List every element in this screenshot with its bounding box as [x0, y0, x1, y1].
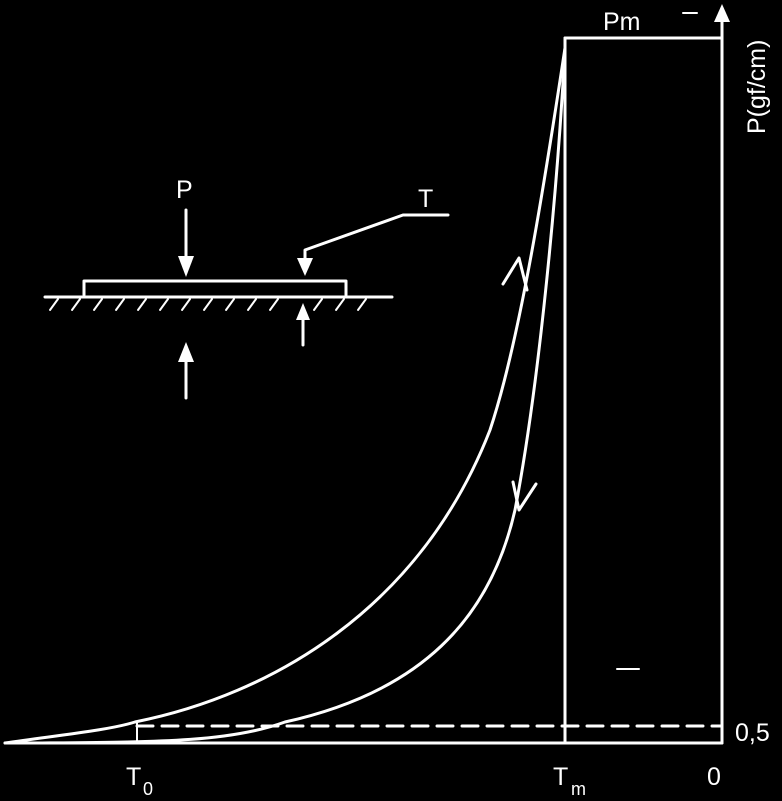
t0-label: T — [126, 763, 141, 791]
inset-tension-arrowhead-down — [297, 258, 313, 276]
tm-subscript: m — [571, 779, 586, 799]
inset-plate — [82, 279, 348, 297]
y-tick-label-05: 0,5 — [735, 719, 770, 747]
inset-force-arrowhead-down — [178, 256, 194, 277]
inset-tension-leader — [303, 213, 450, 264]
inset-force-label: P — [176, 176, 193, 204]
t0-subscript: 0 — [143, 779, 153, 799]
inset-hatching — [49, 298, 367, 311]
peak-label: Pm — [603, 8, 641, 36]
inset-tension-label: T — [418, 185, 433, 213]
loading-arrow-icon — [501, 256, 529, 292]
y-axis-label: P(gf/cm) — [743, 40, 771, 134]
inset-edge-arrowhead-up — [296, 303, 310, 320]
inset-reaction-arrowhead-up — [178, 342, 194, 362]
y-axis-arrowhead — [714, 4, 730, 22]
unloading-arrow-icon — [511, 480, 538, 512]
tm-label: T — [553, 763, 568, 791]
x-zero-label: 0 — [707, 763, 721, 791]
loading-curve — [3, 46, 567, 745]
unloading-curve — [38, 46, 567, 745]
